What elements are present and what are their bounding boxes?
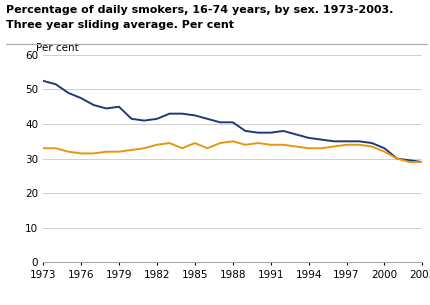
Men: [343, 139, 348, 143]
Women: [305, 146, 310, 150]
Men: [318, 138, 323, 142]
Women: [242, 143, 247, 147]
Men: [104, 107, 109, 110]
Men: [154, 117, 159, 121]
Women: [381, 150, 386, 153]
Women: [91, 152, 96, 155]
Women: [78, 152, 83, 155]
Men: [129, 117, 134, 121]
Men: [66, 91, 71, 95]
Men: [255, 131, 260, 135]
Men: [293, 133, 298, 136]
Text: Per cent: Per cent: [35, 43, 78, 53]
Men: [230, 120, 235, 124]
Men: [141, 119, 147, 122]
Men: [419, 160, 424, 164]
Women: [104, 150, 109, 153]
Women: [293, 145, 298, 148]
Women: [280, 143, 285, 147]
Women: [204, 146, 209, 150]
Men: [166, 112, 172, 116]
Men: [381, 146, 386, 150]
Women: [331, 145, 336, 148]
Men: [267, 131, 273, 135]
Men: [53, 82, 58, 86]
Women: [369, 145, 374, 148]
Women: [255, 141, 260, 145]
Women: [166, 141, 172, 145]
Men: [393, 157, 399, 160]
Men: [406, 159, 412, 162]
Women: [66, 150, 71, 153]
Women: [267, 143, 273, 147]
Women: [154, 143, 159, 147]
Women: [129, 148, 134, 152]
Men: [242, 129, 247, 133]
Women: [419, 160, 424, 164]
Women: [116, 150, 121, 153]
Men: [305, 136, 310, 140]
Women: [192, 141, 197, 145]
Text: Three year sliding average. Per cent: Three year sliding average. Per cent: [6, 20, 233, 30]
Men: [369, 141, 374, 145]
Women: [318, 146, 323, 150]
Men: [280, 129, 285, 133]
Men: [116, 105, 121, 109]
Line: Men: Men: [43, 81, 421, 162]
Men: [91, 103, 96, 107]
Line: Women: Women: [43, 141, 421, 162]
Women: [141, 146, 147, 150]
Legend: Women, Men: Women, Men: [157, 300, 307, 305]
Men: [217, 120, 222, 124]
Women: [343, 143, 348, 147]
Women: [356, 143, 361, 147]
Women: [217, 141, 222, 145]
Men: [331, 139, 336, 143]
Men: [78, 96, 83, 100]
Men: [356, 139, 361, 143]
Men: [192, 113, 197, 117]
Women: [406, 160, 412, 164]
Women: [53, 146, 58, 150]
Women: [179, 146, 184, 150]
Women: [393, 157, 399, 160]
Men: [40, 79, 46, 83]
Text: Percentage of daily smokers, 16-74 years, by sex. 1973-2003.: Percentage of daily smokers, 16-74 years…: [6, 5, 392, 15]
Men: [179, 112, 184, 116]
Women: [230, 139, 235, 143]
Women: [40, 146, 46, 150]
Men: [204, 117, 209, 121]
